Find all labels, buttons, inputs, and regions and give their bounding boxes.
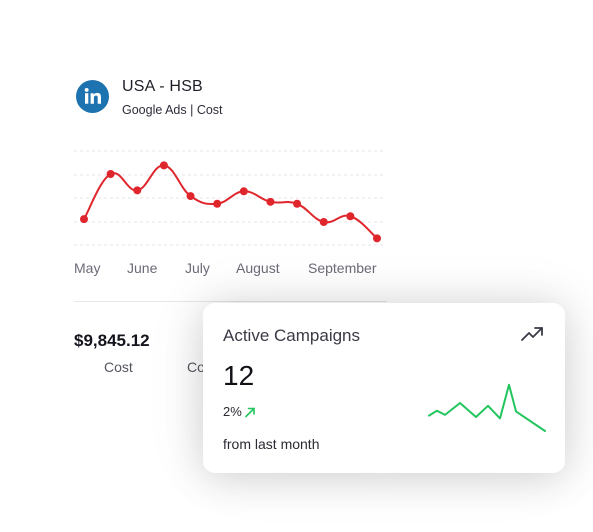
linkedin-icon	[76, 80, 109, 113]
account-subtitle: Google Ads | Cost	[122, 103, 223, 117]
data-point[interactable]	[239, 187, 248, 196]
series-line	[83, 164, 378, 240]
card-title: Active Campaigns	[223, 326, 361, 345]
cost-line-chart	[74, 150, 384, 246]
data-point[interactable]	[293, 199, 302, 208]
data-point[interactable]	[106, 170, 115, 178]
x-axis-labels: May June July August September	[0, 260, 593, 280]
change-footnote: from last month	[223, 436, 320, 452]
divider	[74, 301, 387, 302]
x-tick-label: May	[74, 260, 101, 276]
campaign-count: 12	[223, 360, 255, 391]
trending-up-icon[interactable]	[521, 325, 545, 343]
data-point[interactable]	[213, 199, 222, 208]
data-point[interactable]	[159, 161, 168, 170]
campaign-sparkline	[428, 383, 546, 432]
data-point[interactable]	[266, 197, 275, 206]
arrow-up-right-icon	[244, 407, 255, 417]
x-tick-label: June	[127, 260, 158, 276]
account-title: USA - HSB	[122, 78, 203, 95]
x-tick-label: August	[236, 260, 280, 276]
cost-value: $9,845.12	[74, 331, 150, 350]
x-tick-label: July	[185, 260, 210, 276]
sparkline-series	[428, 383, 546, 432]
data-point[interactable]	[133, 186, 142, 195]
data-point[interactable]	[80, 215, 88, 224]
data-point[interactable]	[186, 192, 195, 201]
active-campaigns-card[interactable]: Active Campaigns 12 2% from last month	[203, 303, 565, 473]
change-percent: 2%	[223, 404, 242, 419]
data-point[interactable]	[373, 234, 381, 243]
data-point[interactable]	[319, 218, 328, 226]
change-row: 2%	[223, 404, 256, 419]
data-point[interactable]	[346, 212, 355, 221]
x-tick-label: September	[308, 260, 377, 276]
second-stat-label: Co	[187, 359, 205, 375]
cost-label: Cost	[104, 359, 133, 375]
